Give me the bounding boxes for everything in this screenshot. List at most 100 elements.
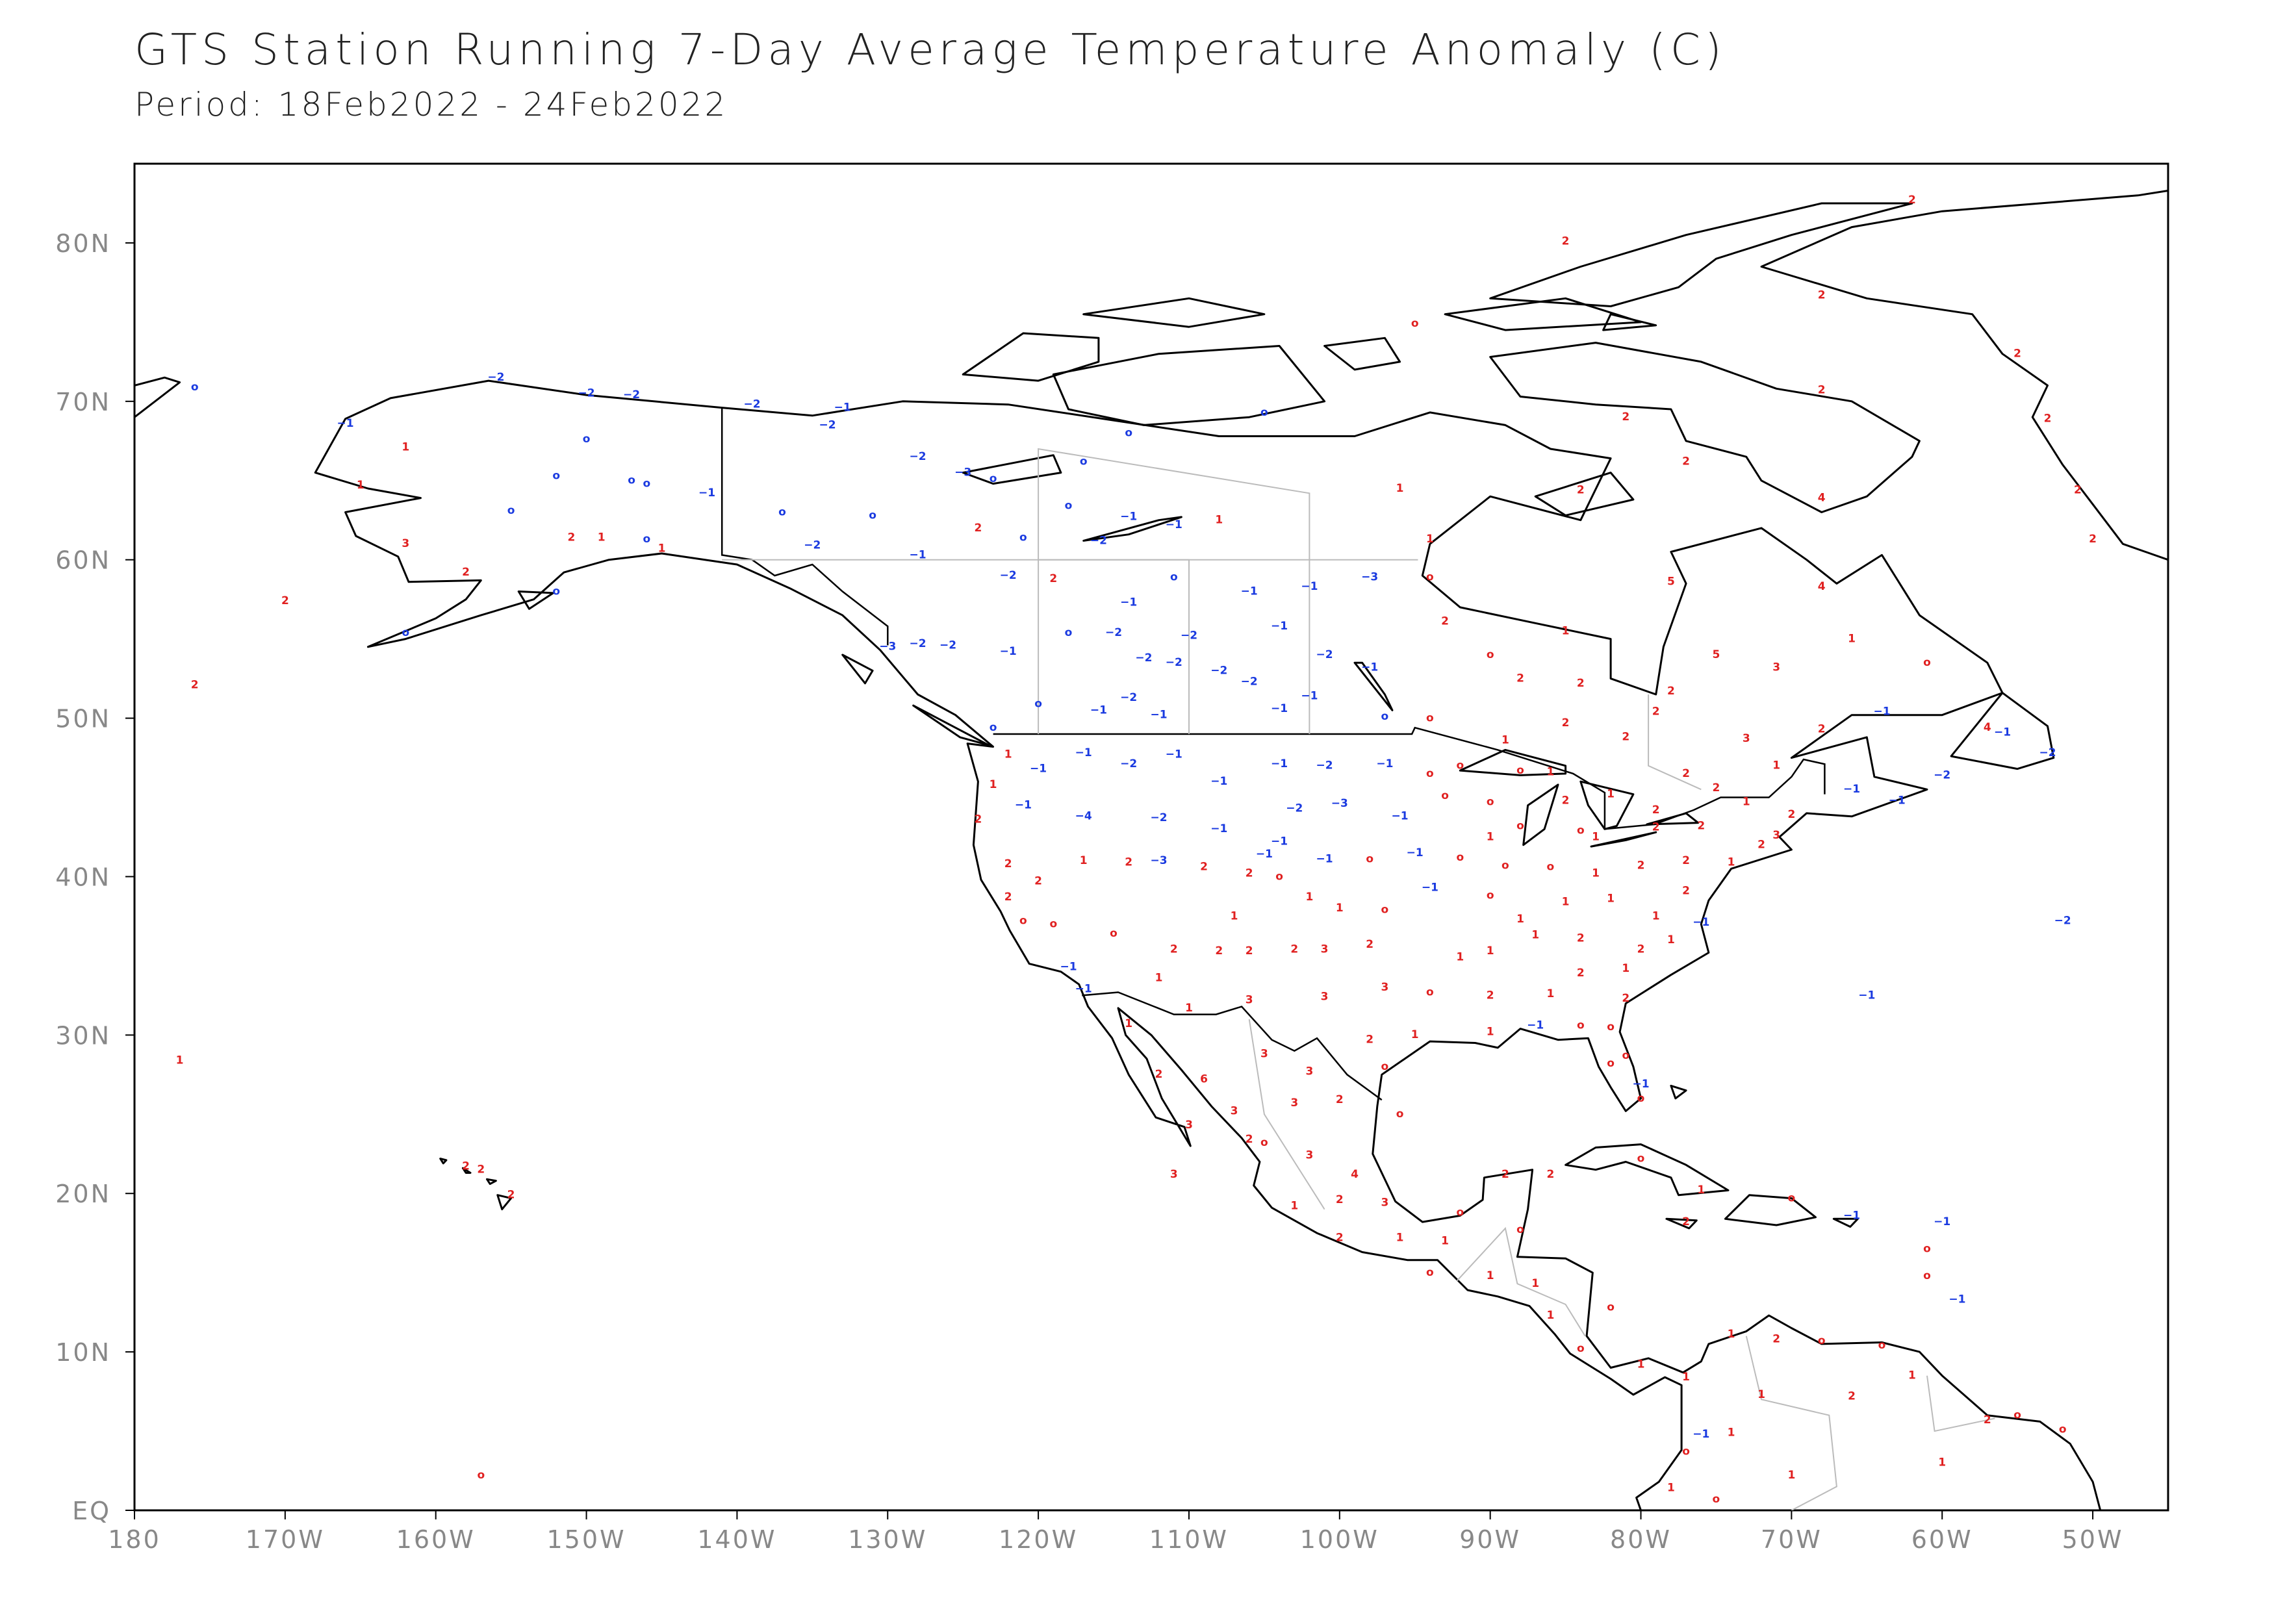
southampton-island-coastline [1534,472,1635,516]
station-value: 2 [1200,861,1208,874]
station-value: 2 [1215,945,1223,958]
lat-tick-label: 40N [55,863,111,891]
station-value: 2 [1034,875,1042,888]
station-value: −1 [1271,835,1288,848]
station-value: 1 [1546,987,1554,1000]
station-value: o [1607,1057,1615,1070]
station-value: −1 [1120,596,1137,609]
station-value: 2 [1697,819,1705,832]
station-value: 1 [1487,1025,1494,1038]
station-value: −1 [337,417,354,430]
station-value: 2 [1246,867,1253,880]
station-value: −1 [1030,763,1047,776]
station-value: −1 [1256,848,1273,861]
station-value: 2 [1682,884,1690,897]
station-value: 2 [1246,1133,1253,1146]
station-value: o [643,477,650,490]
ellesmere-island-coastline [1489,202,1913,307]
station-value: o [402,626,409,639]
station-value: −1 [1948,1293,1965,1306]
lake-michigan [1522,783,1559,846]
station-value: −1 [1693,1428,1709,1441]
station-value: 2 [1501,1168,1509,1181]
lake-huron [1579,780,1635,830]
station-value: 1 [1908,1369,1916,1382]
station-value: 2 [1622,731,1629,744]
station-value: 1 [1667,933,1675,946]
station-value: 1 [1938,1456,1946,1469]
station-value: 2 [507,1189,515,1202]
station-value: o [1516,764,1524,777]
station-value: −2 [578,387,595,400]
lon-tick-label: 180 [108,1525,161,1554]
station-value: −1 [1060,960,1077,973]
station-value: o [778,505,786,518]
station-value: 4 [1818,492,1826,505]
station-value: −1 [1316,853,1333,866]
station-value: 2 [2089,533,2097,546]
station-value: 1 [658,542,666,555]
station-value: 2 [1652,705,1660,718]
station-value: o [2059,1423,2067,1436]
station-value: 2 [1487,989,1494,1002]
bahamas-coastline [1670,1084,1687,1100]
station-value: −2 [910,450,926,463]
station-value: 1 [1562,895,1570,908]
station-value: 2 [1818,723,1826,736]
station-value: −1 [1271,757,1288,770]
lon-tick-label: 50W [2062,1525,2124,1554]
station-value: o [1260,406,1268,419]
station-value: 2 [1004,857,1012,870]
station-value: 3 [1185,1119,1193,1132]
station-value: −2 [1934,768,1950,781]
banks-island-coastline [962,332,1100,382]
station-value: −1 [1889,794,1906,807]
station-value: o [1426,570,1434,583]
station-value: 2 [1562,794,1570,807]
victoria-island-coastline [1052,345,1326,426]
station-value: 1 [1787,1469,1795,1482]
lon-tick-label: 60W [1911,1525,1973,1554]
station-value: −1 [1843,1209,1860,1222]
station-value: o [1034,698,1042,711]
station-value: o [1487,889,1494,902]
station-value: 6 [1200,1073,1208,1086]
station-value: 1 [1592,867,1600,880]
station-value: 1 [1652,909,1660,922]
station-value: 2 [462,1160,470,1173]
north-america-coastline [314,379,2102,1510]
station-value: −1 [1301,689,1318,702]
station-value: o [990,721,997,734]
station-value: −2 [804,539,821,552]
station-value: o [1411,317,1419,330]
station-value: 3 [1321,991,1329,1004]
station-value: o [1381,710,1389,723]
station-value: −1 [834,401,851,414]
station-value: o [1381,1060,1389,1073]
kodiak-island-coastline [517,590,554,610]
station-value: 4 [1351,1168,1359,1181]
station-value: o [1923,1243,1931,1256]
station-value: −1 [1271,702,1288,715]
station-value: 2 [191,678,199,691]
station-value: o [1441,789,1449,802]
station-value: 1 [1607,893,1615,906]
lat-tick-label: 70N [55,388,111,416]
station-value: o [1577,1342,1585,1355]
station-value: o [1065,500,1073,513]
station-value: 1 [1592,830,1600,843]
station-value: 1 [1004,748,1012,761]
kauai-coastline [439,1158,448,1165]
station-value: o [1516,819,1524,832]
mexico-states [1248,1019,1325,1210]
station-value: −1 [1301,580,1318,593]
station-value: 1 [1562,624,1570,637]
lon-tick-label: 170W [246,1525,325,1554]
map-title: GTS Station Running 7-Day Average Temper… [134,25,1726,75]
political-borders [721,407,1995,1510]
station-value: −2 [1166,656,1182,669]
station-value: −1 [1241,585,1258,598]
station-value: −1 [1858,989,1875,1002]
station-value: −3 [1331,797,1348,810]
station-value: o [1275,870,1283,883]
